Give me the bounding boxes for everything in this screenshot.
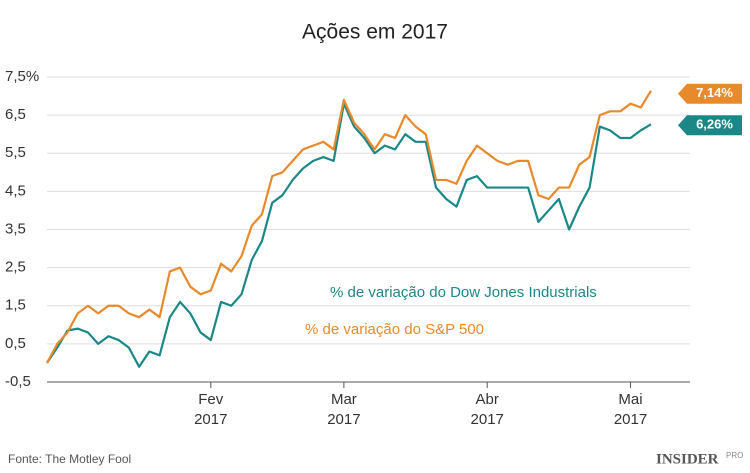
series-line (46, 90, 652, 364)
y-tick-label: 4,5 (5, 182, 26, 199)
series-label: % de variação do S&P 500 (305, 321, 484, 338)
value-label: 7,14% (696, 85, 733, 100)
y-tick-label: 1,5 (5, 297, 26, 314)
logo: INSIDER (656, 451, 719, 467)
value-label: 6,26% (696, 117, 733, 132)
series-label: % de variação do Dow Jones Industrials (330, 284, 597, 301)
series-line (46, 102, 652, 368)
source: Fonte: The Motley Fool (8, 452, 131, 466)
end-tag (678, 115, 742, 136)
chart-title: Ações em 2017 (302, 21, 448, 44)
x-tick-label: Abr 2017 (470, 391, 504, 428)
y-tick-label: -0,5 (5, 373, 31, 390)
x-tick-label: Mar 2017 (327, 391, 361, 428)
x-tick-label: Fev 2017 (194, 391, 228, 428)
y-tick-label: 6,5 (5, 106, 26, 123)
y-tick-label: 3,5 (5, 220, 26, 237)
x-tick-label: Mai 2017 (613, 391, 648, 428)
y-tick-label: 5,5 (5, 144, 26, 161)
y-tick-label: 2,5 (5, 259, 26, 276)
logo-badge: PRO (726, 451, 743, 460)
end-tag (678, 83, 742, 104)
y-tick-label: 7,5% (5, 68, 39, 85)
y-tick-label: 0,5 (5, 335, 26, 352)
